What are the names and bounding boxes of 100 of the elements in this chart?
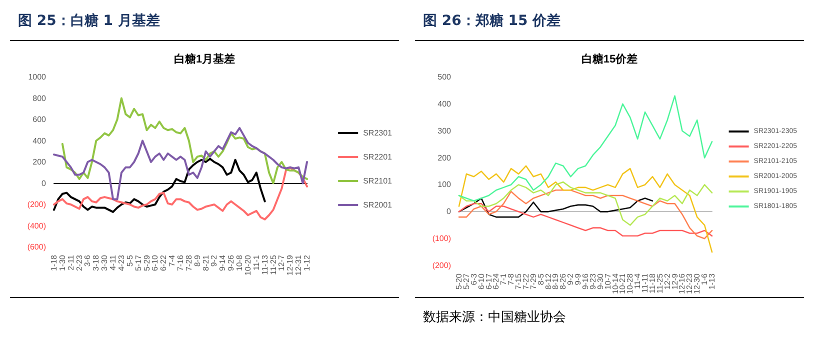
y-tick-label: 500	[438, 72, 452, 82]
x-tick-label: 8-26	[558, 272, 568, 290]
x-tick-label: 5-20	[454, 272, 464, 290]
y-tick-label: (200)	[432, 261, 452, 270]
y-tick-label: (200)	[27, 200, 46, 209]
y-tick-label: 400	[32, 136, 47, 146]
x-tick-label: 7-15	[514, 272, 524, 290]
x-tick-label: 11-4	[633, 272, 642, 289]
line-series	[458, 165, 713, 253]
x-tick-label: 11-25	[268, 254, 278, 275]
x-tick-label: 6-3	[469, 272, 478, 286]
y-tick-label: 0	[446, 207, 452, 216]
x-tick-label: 7-29	[528, 272, 538, 290]
x-tick-label: 8-19	[551, 272, 560, 290]
x-tick-label: 3-30	[100, 254, 110, 272]
x-tick-label: 8-9	[192, 254, 202, 267]
x-tick-label: 6-22	[159, 254, 168, 272]
legend-label: SR2101	[363, 176, 393, 186]
x-tick-label: 11-13	[260, 254, 270, 275]
x-tick-label: 9-26	[226, 254, 236, 272]
x-tick-label: 12-23	[685, 272, 694, 294]
x-tick-label: 12-9	[670, 272, 680, 290]
x-tick-label: 6-17	[484, 272, 494, 290]
x-tick-label: 11-18	[648, 272, 657, 294]
line-series	[61, 97, 308, 184]
x-tick-label: 6-10	[476, 272, 486, 290]
x-tick-label: 5-27	[462, 272, 471, 290]
x-tick-label: 10-21	[618, 272, 628, 294]
x-tick-label: 1-13	[708, 272, 716, 290]
source-note: 数据来源：中国糖业协会	[423, 309, 567, 326]
x-tick-label: 10-28	[626, 272, 635, 294]
x-tick-label: 8-12	[544, 272, 553, 290]
legend-label: SR2001	[363, 200, 393, 210]
x-tick-label: 9-9	[574, 272, 583, 286]
legend-label: SR2301	[363, 128, 393, 138]
line-series	[458, 181, 713, 226]
x-tick-label: 1-12	[302, 254, 312, 272]
y-tick-label: 400	[438, 99, 452, 108]
x-tick-label: 9-2	[566, 272, 576, 286]
x-tick-label: 9-30	[596, 272, 605, 290]
x-tick-label: 6-24	[492, 272, 501, 290]
x-tick-label: 3-18	[92, 254, 101, 272]
line-series	[53, 127, 308, 200]
x-tick-label: 10-8	[235, 254, 244, 272]
x-tick-label: 7-22	[521, 272, 530, 290]
x-tick-label: 7-1	[499, 272, 508, 286]
line-series	[458, 198, 654, 218]
x-tick-label: 8-21	[201, 254, 210, 272]
x-tick-label: 12-7	[277, 254, 286, 272]
y-tick-label: 100	[438, 180, 452, 190]
x-tick-label: 2-23	[74, 254, 84, 272]
x-tick-label: 10-20	[243, 254, 252, 276]
x-tick-label: 9-16	[581, 272, 590, 290]
y-tick-label: (100)	[432, 234, 452, 244]
y-tick-label: 300	[438, 126, 452, 136]
line-series	[458, 202, 713, 237]
x-tick-label: 4-23	[116, 254, 126, 272]
x-tick-label: 9-2	[210, 254, 219, 267]
x-tick-label: 3-6	[83, 254, 92, 267]
x-tick-label: 12-2	[662, 272, 672, 290]
x-tick-label: 12-16	[678, 272, 687, 294]
x-tick-label: 6-10	[150, 254, 160, 272]
chart-subtitle: 白糖1月基差	[174, 52, 236, 66]
x-tick-label: 12-30	[692, 272, 702, 294]
line-series	[53, 166, 308, 220]
x-tick-label: 1-30	[58, 254, 67, 272]
x-tick-label: 7-16	[176, 254, 185, 272]
x-tick-label: 11-25	[655, 272, 664, 294]
y-tick-label: 600	[32, 115, 47, 124]
x-tick-label: 7-8	[506, 272, 516, 286]
x-tick-label: 5-29	[142, 254, 152, 272]
y-tick-label: (600)	[27, 242, 46, 252]
x-tick-label: 9-14	[218, 254, 228, 272]
x-tick-label: 7-28	[184, 254, 194, 272]
x-tick-label: 1-6	[700, 272, 710, 286]
x-tick-label: 10-14	[610, 272, 620, 294]
chart-subtitle: 白糖15价差	[581, 52, 638, 66]
chart-title: 图 26：郑糖 15 价差	[415, 0, 804, 41]
x-tick-label: 11-11	[640, 272, 650, 293]
x-tick-label: 12-31	[294, 254, 304, 276]
x-tick-label: 10-7	[603, 272, 612, 290]
y-tick-label: 0	[42, 178, 47, 188]
x-tick-label: 2-11	[66, 254, 76, 270]
x-tick-label: 7-4	[168, 254, 177, 267]
y-tick-label: 1000	[28, 72, 47, 82]
x-tick-label: 9-23	[588, 272, 598, 290]
x-tick-label: 8-5	[536, 272, 546, 286]
x-tick-label: 12-19	[286, 254, 295, 276]
line-series	[458, 189, 713, 240]
x-tick-label: 4-11	[108, 254, 118, 270]
chart-title: 图 25：白糖 1 月基差	[10, 0, 399, 41]
x-tick-label: 11-1	[252, 254, 261, 270]
x-tick-label: 5-17	[134, 254, 143, 272]
line-series	[458, 95, 713, 202]
y-tick-label: (400)	[27, 221, 46, 230]
y-tick-label: 200	[438, 153, 452, 162]
x-tick-label: 5-5	[125, 254, 134, 267]
y-tick-label: 200	[32, 158, 47, 166]
x-tick-label: 1-18	[50, 254, 58, 272]
legend-label: SR2201	[363, 152, 393, 162]
